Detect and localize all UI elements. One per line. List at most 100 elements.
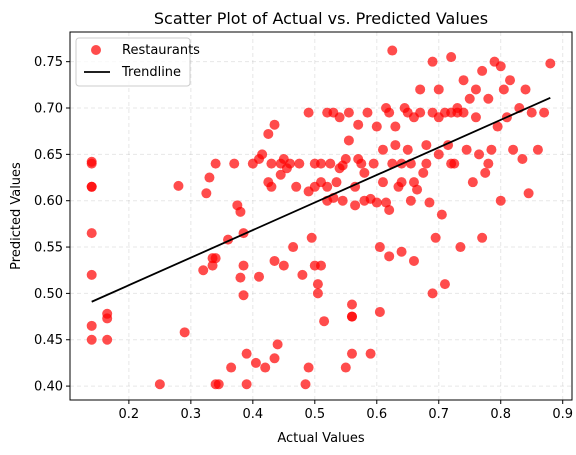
data-point <box>250 357 261 368</box>
data-point <box>446 158 457 169</box>
data-point <box>288 242 299 253</box>
data-point <box>371 121 382 132</box>
data-point <box>316 158 326 169</box>
y-axis-label: Predicted Values <box>9 162 24 270</box>
data-point <box>86 320 97 331</box>
data-point <box>319 316 330 327</box>
data-point <box>316 260 326 271</box>
data-point <box>102 313 113 324</box>
data-point <box>241 348 252 359</box>
data-point <box>483 93 494 104</box>
data-point <box>464 93 475 104</box>
data-point <box>350 200 361 211</box>
data-point <box>495 61 506 72</box>
data-point <box>433 149 444 160</box>
data-point <box>266 181 277 192</box>
data-point <box>418 167 429 178</box>
data-point <box>408 177 419 188</box>
data-point <box>477 65 488 76</box>
data-point <box>226 362 237 373</box>
data-point <box>238 260 249 271</box>
y-tick-label: 0.45 <box>34 333 63 348</box>
data-point <box>173 180 184 191</box>
data-point <box>498 84 509 95</box>
data-point <box>346 348 357 359</box>
data-point <box>505 75 516 86</box>
data-point <box>346 299 357 310</box>
data-point <box>303 107 314 118</box>
data-point <box>334 112 345 123</box>
data-point <box>238 290 249 301</box>
data-point <box>523 188 534 199</box>
x-tick-label: 0.4 <box>242 407 263 422</box>
data-point <box>433 84 444 95</box>
trendline-segment <box>91 96 551 303</box>
data-point <box>179 327 190 338</box>
data-point <box>269 255 280 266</box>
x-tick-label: 0.2 <box>119 407 140 422</box>
data-point <box>306 232 317 243</box>
data-point <box>294 158 305 169</box>
data-point <box>272 339 283 350</box>
data-point <box>396 246 407 257</box>
data-point <box>368 158 379 169</box>
y-tick-label: 0.40 <box>34 380 63 395</box>
data-point <box>353 119 364 130</box>
data-point <box>384 204 395 215</box>
axes-frame <box>69 31 573 401</box>
data-point <box>337 195 348 206</box>
data-point <box>508 144 519 155</box>
x-axis-label: Actual Values <box>277 431 365 446</box>
data-point <box>343 135 354 146</box>
data-point <box>455 242 466 253</box>
data-point <box>275 169 286 180</box>
data-point <box>430 232 441 243</box>
y-tick-label: 0.50 <box>34 287 63 302</box>
legend-box <box>75 37 191 87</box>
data-point <box>254 271 265 282</box>
data-point <box>427 107 438 118</box>
data-point <box>446 52 457 63</box>
data-point <box>154 379 165 390</box>
legend-marker-restaurants <box>91 45 101 55</box>
data-point <box>365 348 376 359</box>
data-point <box>201 188 212 199</box>
data-point <box>427 288 438 299</box>
data-point <box>474 149 485 160</box>
data-point <box>439 107 450 118</box>
data-point <box>210 158 221 169</box>
data-point <box>483 158 494 169</box>
data-point <box>390 140 401 151</box>
data-point <box>390 121 401 132</box>
data-point <box>269 353 280 364</box>
y-tick-label: 0.70 <box>34 102 63 117</box>
data-point <box>539 107 550 118</box>
data-point <box>495 195 506 206</box>
data-point <box>285 158 296 169</box>
data-point <box>260 362 271 373</box>
data-point <box>102 334 113 345</box>
data-point <box>377 144 388 155</box>
data-point <box>470 112 481 123</box>
data-point <box>340 153 351 164</box>
data-point <box>229 158 240 169</box>
data-point <box>461 144 472 155</box>
x-tick-label: 0.9 <box>552 407 573 422</box>
legend-label-restaurants: Restaurants <box>122 43 200 58</box>
x-tick-label: 0.3 <box>181 407 202 422</box>
data-point <box>436 209 447 220</box>
data-point <box>86 334 97 345</box>
data-point <box>387 45 398 56</box>
data-point <box>86 156 97 167</box>
legend: Restaurants Trendline <box>75 37 200 87</box>
data-point <box>374 242 385 253</box>
data-point <box>467 177 478 188</box>
trendline <box>91 96 551 303</box>
data-point <box>356 158 367 169</box>
data-point <box>458 75 469 86</box>
x-tick-label: 0.7 <box>428 407 449 422</box>
data-point <box>405 195 416 206</box>
x-axis-ticks: 0.2 0.3 0.4 0.5 0.6 0.7 0.8 0.9 <box>119 400 573 422</box>
y-tick-label: 0.55 <box>34 241 63 256</box>
data-point <box>241 379 252 390</box>
